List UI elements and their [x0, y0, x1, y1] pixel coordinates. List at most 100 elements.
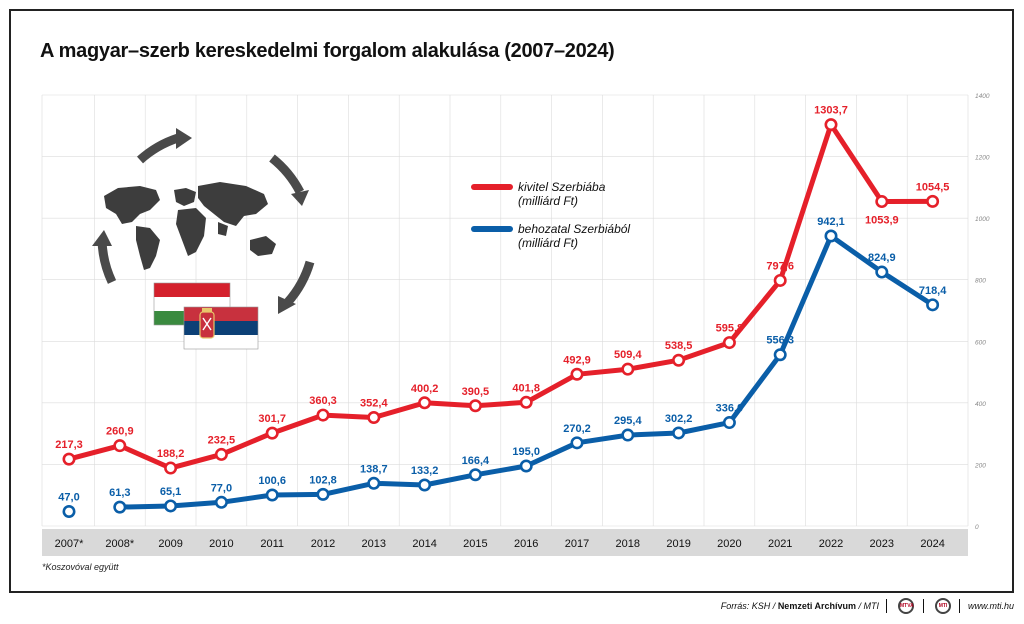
data-label: 390,5	[462, 386, 490, 398]
data-label: 270,2	[563, 423, 591, 435]
arrow-icon	[97, 239, 117, 284]
x-tick-label: 2007*	[55, 538, 84, 550]
serbia-flag-icon	[183, 306, 259, 350]
data-label: 138,7	[360, 463, 388, 475]
x-tick-label: 2012	[311, 538, 335, 550]
data-point	[316, 408, 330, 422]
data-point	[621, 428, 635, 442]
x-axis-band	[42, 529, 968, 556]
data-point	[265, 426, 279, 440]
data-label: 336,0	[716, 403, 744, 415]
data-point	[824, 229, 838, 243]
data-label: 1054,5	[916, 181, 950, 193]
data-label: 352,4	[360, 398, 388, 410]
data-point	[570, 436, 584, 450]
data-label: 360,3	[309, 395, 337, 407]
data-label: 401,8	[512, 382, 540, 394]
data-point	[570, 367, 584, 381]
mtva-logo: MTVA	[898, 598, 914, 614]
data-label: 400,2	[411, 383, 439, 395]
x-tick-label: 2010	[209, 538, 233, 550]
footer-separator	[923, 599, 924, 613]
y-tick-label: 0	[975, 524, 979, 531]
data-point	[265, 488, 279, 502]
data-label: 133,2	[411, 465, 439, 477]
data-label: 718,4	[919, 285, 947, 297]
data-label: 595,8	[716, 323, 744, 335]
legend-label: kivitel Szerbiába	[518, 180, 606, 194]
arrowhead-icon	[176, 128, 192, 149]
footnote: *Koszovóval együtt	[42, 562, 119, 572]
data-point	[164, 499, 178, 513]
data-label: 100,6	[258, 475, 286, 487]
x-tick-label: 2022	[819, 538, 843, 550]
legend-unit: (milliárd Ft)	[518, 194, 578, 208]
data-label: 1053,9	[865, 215, 899, 227]
data-label: 166,4	[462, 455, 490, 467]
x-tick-label: 2024	[920, 538, 944, 550]
data-point	[519, 395, 533, 409]
data-label: 538,5	[665, 340, 693, 352]
data-point	[875, 195, 889, 209]
data-label: 102,8	[309, 474, 337, 486]
data-point	[722, 336, 736, 350]
footer-separator	[959, 599, 960, 613]
y-tick-label: 200	[974, 462, 986, 469]
data-point	[62, 505, 76, 519]
data-point	[164, 461, 178, 475]
x-tick-label: 2017	[565, 538, 589, 550]
data-point	[926, 298, 940, 312]
chart-legend: kivitel Szerbiába(milliárd Ft) behozatal …	[471, 180, 630, 250]
mti-logo: MTI	[935, 598, 951, 614]
legend-label: behozatal Szerbiából	[518, 222, 630, 236]
data-label: 509,4	[614, 349, 642, 361]
data-label: 302,2	[665, 413, 693, 425]
x-tick-label: 2016	[514, 538, 538, 550]
data-point	[468, 399, 482, 413]
footer: Forrás: KSH / Nemzeti Archívum / MTI MTV…	[0, 596, 1024, 620]
world-map-icon	[104, 182, 276, 270]
x-tick-label: 2019	[666, 538, 690, 550]
data-point	[214, 495, 228, 509]
data-label: 492,9	[563, 354, 591, 366]
x-tick-label: 2008*	[105, 538, 134, 550]
data-point	[519, 459, 533, 473]
data-label: 217,3	[55, 439, 83, 451]
arrow-icon	[269, 154, 304, 195]
x-tick-label: 2011	[260, 538, 284, 550]
website-link[interactable]: www.mti.hu	[967, 601, 1014, 611]
x-axis: 2007* 2008* 2009 2010 2011 2012 2013 2014 2015 20…	[42, 529, 968, 556]
arrow-icon	[136, 133, 180, 164]
data-point	[367, 411, 381, 425]
series-layer: 217,3 260,9 188,2 232,5 301,7 360,3 352,4 400,2…	[55, 105, 950, 519]
data-point	[113, 439, 127, 453]
source-credit: Forrás: KSH / Nemzeti Archívum / MTI	[720, 601, 879, 611]
x-tick-label: 2009	[158, 538, 182, 550]
x-tick-label: 2014	[412, 538, 436, 550]
y-tick-label: 1000	[975, 216, 990, 223]
data-label: 556,3	[766, 335, 794, 347]
illustration	[92, 128, 315, 350]
x-tick-label: 2020	[717, 538, 741, 550]
data-point	[824, 118, 838, 132]
data-point	[672, 426, 686, 440]
data-label: 195,0	[512, 446, 540, 458]
data-label: 797,6	[766, 260, 794, 272]
data-label: 301,7	[258, 413, 286, 425]
data-point	[926, 194, 940, 208]
data-point	[468, 468, 482, 482]
data-label: 47,0	[58, 492, 79, 504]
data-point	[316, 487, 330, 501]
data-point	[214, 447, 228, 461]
data-label: 65,1	[160, 486, 181, 498]
data-point	[62, 452, 76, 466]
data-point	[621, 362, 635, 376]
x-tick-label: 2013	[362, 538, 386, 550]
arrowhead-icon	[291, 190, 309, 206]
data-point	[418, 396, 432, 410]
y-tick-label: 1200	[975, 155, 990, 162]
x-tick-label: 2021	[768, 538, 792, 550]
series-line	[66, 122, 936, 471]
data-point	[672, 353, 686, 367]
data-label: 260,9	[106, 426, 134, 438]
